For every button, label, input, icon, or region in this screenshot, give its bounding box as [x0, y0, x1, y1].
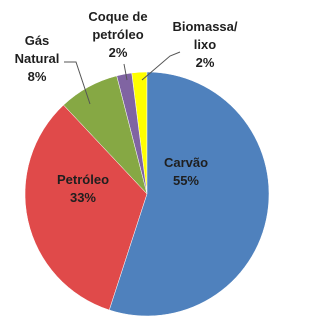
chart: Carvão 55% Petróleo 33% Gás Natural 8% Coque d… — [15, 8, 270, 317]
value-label: 8% — [27, 69, 47, 84]
pie-slice — [24, 104, 148, 311]
category-label: Gás Natural — [14, 33, 60, 66]
category-label: Biomassa/ lixo — [172, 19, 238, 52]
category-label: Carvão — [163, 155, 209, 170]
leader-line — [141, 51, 181, 81]
slice-label: Petróleo 33% — [57, 171, 109, 207]
chart-canvas — [24, 51, 270, 317]
category-label: Petróleo — [56, 172, 110, 187]
leader-lines — [64, 51, 181, 105]
value-label: 2% — [195, 55, 215, 70]
leader-line — [64, 61, 91, 105]
category-label: Coque de petróleo — [88, 9, 148, 42]
value-label: 33% — [69, 190, 97, 205]
slice-label: Carvão 55% — [164, 154, 208, 190]
leader-line — [123, 63, 128, 81]
slice-label: Gás Natural 8% — [15, 32, 60, 86]
pie-slice — [108, 71, 270, 317]
slice-label: Biomassa/ lixo 2% — [172, 18, 237, 72]
slice-label: Coque de petróleo 2% — [88, 8, 147, 62]
value-label: 55% — [172, 173, 200, 188]
value-label: 2% — [108, 45, 128, 60]
